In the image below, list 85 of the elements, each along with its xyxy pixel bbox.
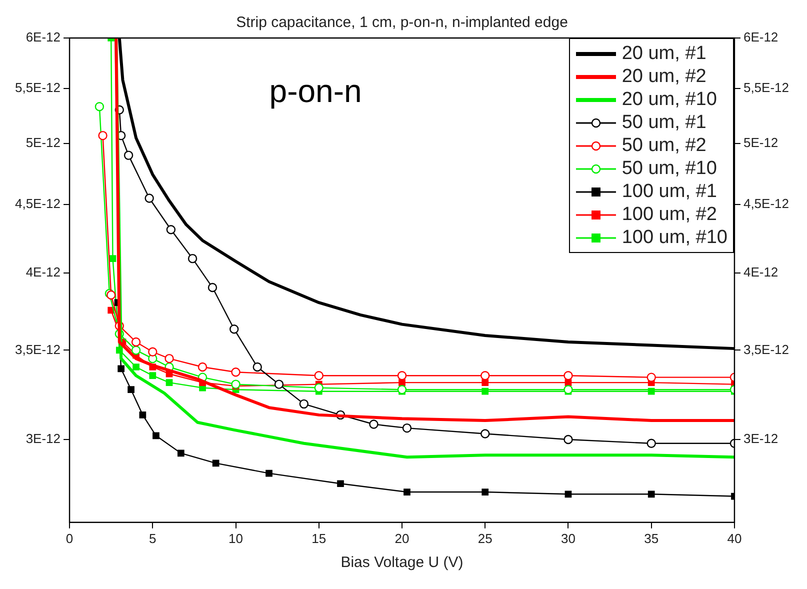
x-axis-title: Bias Voltage U (V)	[340, 554, 464, 572]
legend-label: 20 um, #1	[622, 42, 706, 64]
point	[404, 488, 410, 496]
point	[266, 470, 272, 477]
x-tick-label: 10	[228, 530, 243, 546]
x-tick-label: 15	[312, 530, 326, 546]
point	[274, 380, 284, 389]
point	[397, 384, 407, 394]
legend-label: 100 um, #1	[622, 180, 717, 202]
point	[314, 370, 324, 380]
text: 3E-12	[743, 431, 778, 446]
y-tick-label: 3,5E-12	[14, 342, 61, 357]
x-tick-label: 0	[66, 530, 74, 546]
point	[128, 386, 134, 394]
x-tick-label: 20	[394, 530, 410, 546]
point	[212, 460, 220, 467]
y-tick-label: 5,5E-12	[14, 80, 61, 95]
point	[118, 365, 124, 372]
point	[480, 370, 490, 380]
y-tick-label: 4,5E-12	[14, 196, 61, 212]
text: 4,5E-12	[743, 196, 790, 212]
point	[482, 379, 489, 386]
y-tick-label: 5E-12	[26, 135, 61, 150]
text: 3,5E-12	[743, 342, 790, 357]
point	[144, 194, 154, 203]
x-tick-label: 5	[149, 530, 156, 546]
point	[132, 364, 140, 370]
point	[564, 490, 572, 498]
legend-label: 50 um, #2	[622, 134, 706, 156]
point	[124, 150, 134, 160]
point	[152, 432, 160, 440]
x-tick-label: 35	[644, 530, 659, 546]
x-tick-label: 30	[561, 530, 576, 546]
point	[109, 255, 116, 262]
point	[564, 370, 573, 380]
y-tick-label: 3E-12	[26, 431, 61, 446]
point	[646, 438, 656, 448]
y-tick-label: 6E-12	[26, 30, 61, 45]
point	[482, 388, 489, 395]
point	[402, 423, 412, 433]
point	[164, 354, 174, 364]
legend-label: 100 um, #2	[622, 204, 717, 226]
point	[98, 130, 108, 140]
point	[648, 388, 655, 395]
legend-label: 20 um, #10	[622, 88, 717, 110]
point	[131, 346, 141, 355]
point	[198, 362, 208, 372]
text: 5E-12	[743, 135, 778, 150]
point	[166, 225, 176, 234]
point	[231, 380, 240, 389]
point	[139, 412, 146, 418]
point	[177, 450, 184, 457]
point	[482, 488, 489, 496]
x-tick-label: 25	[478, 530, 492, 546]
legend-label: 50 um, #10	[622, 158, 717, 180]
annotation: p-on-n	[269, 72, 362, 109]
point	[149, 372, 156, 380]
point	[188, 254, 198, 264]
point	[131, 337, 141, 347]
point	[397, 370, 407, 380]
y-tick-label: 4E-12	[26, 264, 61, 280]
point	[148, 347, 158, 356]
point	[648, 490, 655, 498]
point	[208, 282, 218, 292]
text: 5,5E-12	[743, 80, 790, 95]
text: 6E-12	[743, 30, 778, 45]
point	[231, 368, 240, 377]
chart-title: Strip capacitance, 1 cm, p-on-n, n-implanted edge	[236, 14, 568, 32]
point	[314, 383, 324, 392]
x-tick-label: 40	[727, 530, 742, 546]
point	[337, 480, 344, 488]
point	[252, 362, 262, 372]
point	[299, 399, 309, 409]
point	[94, 102, 104, 112]
point	[230, 324, 239, 334]
legend-label: 50 um, #1	[622, 112, 706, 134]
point	[166, 379, 173, 386]
point	[369, 420, 378, 429]
point	[646, 372, 656, 382]
legend-label: 20 um, #2	[622, 66, 706, 88]
legend-label: 100 um, #10	[622, 226, 728, 248]
text: 4E-12	[743, 264, 778, 280]
point	[480, 429, 490, 438]
point	[564, 384, 573, 394]
point	[564, 434, 573, 444]
